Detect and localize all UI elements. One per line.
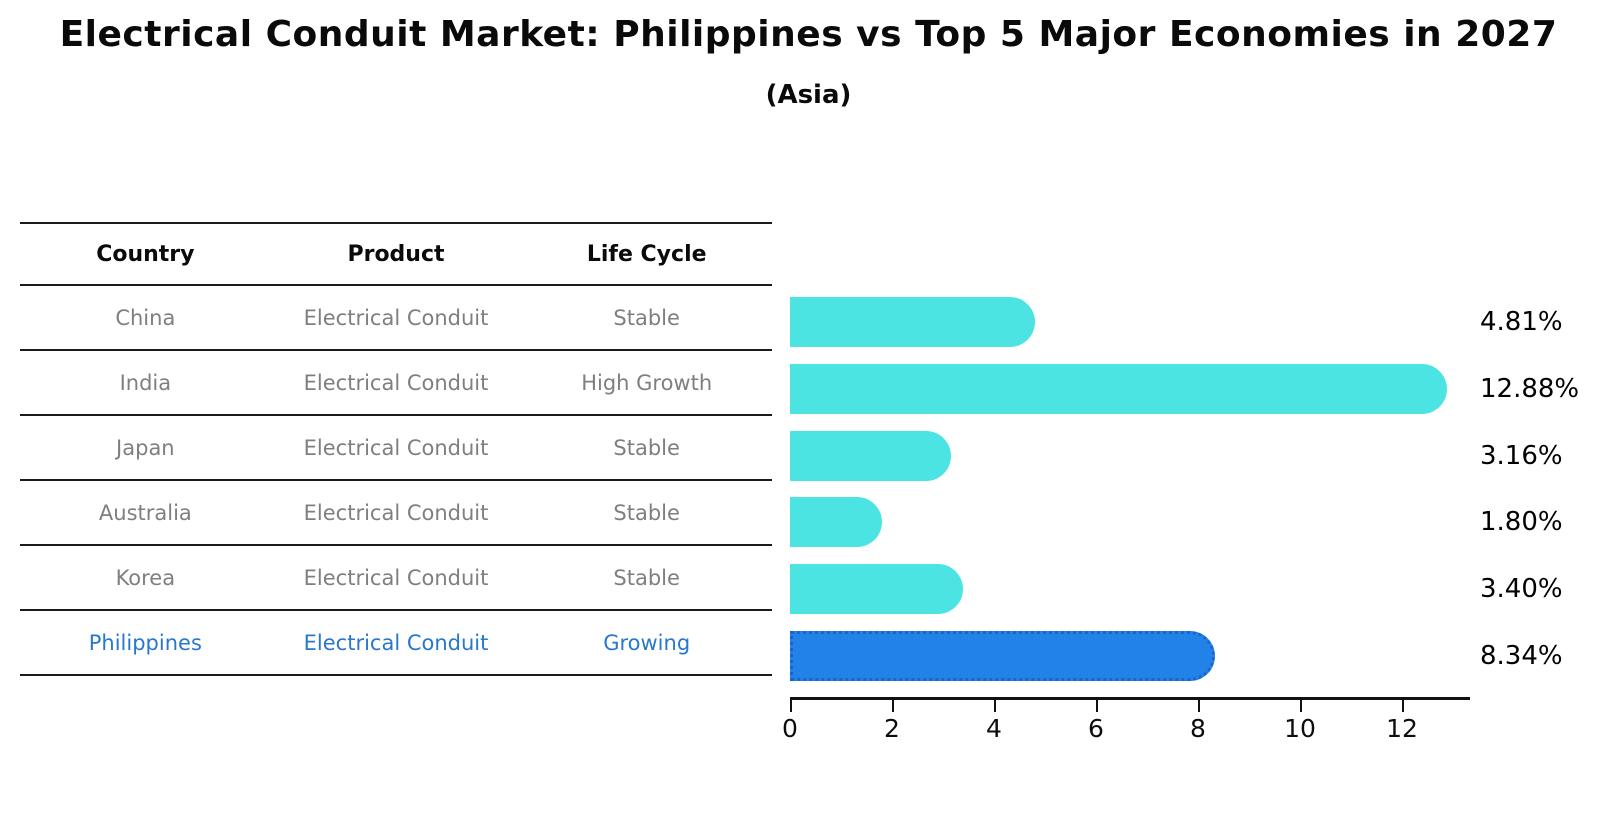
- x-tick-label: 2: [884, 714, 900, 743]
- cell-country: Australia: [98, 500, 192, 525]
- table-header-row: Country Product Life Cycle: [20, 222, 772, 286]
- x-tick-label: 8: [1190, 714, 1206, 743]
- cell-product: Electrical Conduit: [303, 630, 489, 655]
- cell-country: Japan: [116, 435, 175, 460]
- bar-philippines: [790, 631, 1215, 681]
- x-tick-label: 10: [1284, 714, 1316, 743]
- cell-country: China: [115, 305, 176, 330]
- value-label: 4.81%: [1480, 307, 1563, 337]
- x-axis-tick: [1402, 700, 1404, 712]
- bar-china: [790, 297, 1035, 347]
- value-label: 8.34%: [1480, 641, 1563, 671]
- bar-india: [790, 364, 1447, 414]
- cell-product: Electrical Conduit: [303, 370, 489, 395]
- x-axis-tick: [892, 700, 894, 712]
- value-label: 1.80%: [1480, 507, 1563, 537]
- x-axis-tick: [994, 700, 996, 712]
- x-axis-tick: [1096, 700, 1098, 712]
- cell-country: Philippines: [88, 630, 202, 655]
- cell-product: Electrical Conduit: [303, 305, 489, 330]
- table-row: China Electrical Conduit Stable: [20, 286, 772, 351]
- x-tick-label: 4: [986, 714, 1002, 743]
- x-tick-label: 12: [1386, 714, 1418, 743]
- chart-subtitle: (Asia): [765, 80, 852, 110]
- cell-life-cycle: Growing: [603, 630, 691, 655]
- x-tick-label: 6: [1088, 714, 1104, 743]
- cell-product: Electrical Conduit: [303, 435, 489, 460]
- x-axis-tick: [790, 700, 792, 712]
- cell-product: Electrical Conduit: [303, 565, 489, 590]
- cell-product: Electrical Conduit: [303, 500, 489, 525]
- table-row-highlighted: Philippines Electrical Conduit Growing: [20, 611, 772, 676]
- chart-title: Electrical Conduit Market: Philippines v…: [59, 14, 1558, 55]
- country-table: Country Product Life Cycle China Electri…: [20, 222, 772, 676]
- x-axis-line: [790, 697, 1470, 700]
- table-row: Korea Electrical Conduit Stable: [20, 546, 772, 611]
- bar-korea: [790, 564, 963, 614]
- value-label: 12.88%: [1480, 374, 1580, 404]
- cell-life-cycle: Stable: [613, 565, 680, 590]
- table-row: India Electrical Conduit High Growth: [20, 351, 772, 416]
- table-header-country: Country: [96, 241, 195, 267]
- x-tick-label: 0: [782, 714, 798, 743]
- table-row: Japan Electrical Conduit Stable: [20, 416, 772, 481]
- cell-life-cycle: High Growth: [581, 370, 713, 395]
- bar-australia: [790, 497, 882, 547]
- table-row: Australia Electrical Conduit Stable: [20, 481, 772, 546]
- value-label: 3.40%: [1480, 574, 1563, 604]
- cell-life-cycle: Stable: [613, 305, 680, 330]
- value-label: 3.16%: [1480, 441, 1563, 471]
- table-header-life-cycle: Life Cycle: [586, 241, 707, 267]
- cell-country: India: [119, 370, 172, 395]
- x-axis-tick: [1198, 700, 1200, 712]
- cell-life-cycle: Stable: [613, 500, 680, 525]
- table-header-product: Product: [347, 241, 445, 267]
- cell-country: Korea: [115, 565, 176, 590]
- cell-life-cycle: Stable: [613, 435, 680, 460]
- x-axis-tick: [1300, 700, 1302, 712]
- bar-japan: [790, 431, 951, 481]
